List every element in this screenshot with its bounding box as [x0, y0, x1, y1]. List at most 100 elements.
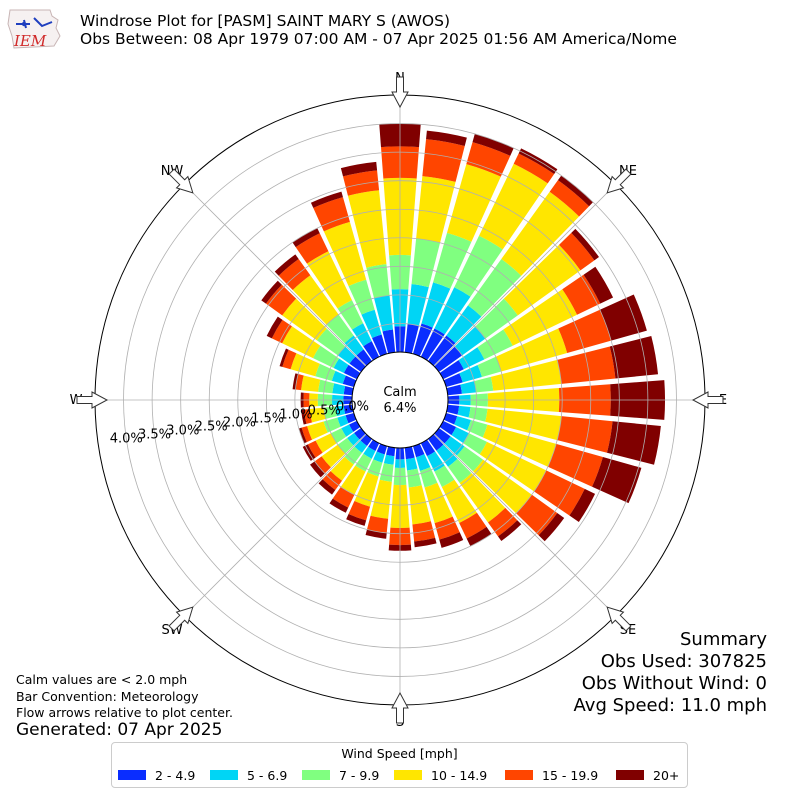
wind-bar-segment: [416, 454, 431, 471]
wind-bar-segment: [427, 451, 445, 472]
wind-bar-segment: [344, 335, 364, 356]
wind-bar-segment: [278, 258, 311, 291]
wind-bar-segment: [292, 373, 299, 390]
wind-bar-segment: [261, 280, 282, 304]
wind-bar-segment: [282, 298, 327, 341]
wind-bar-segment: [488, 507, 518, 537]
wind-bar-segment: [534, 470, 585, 516]
wind-bar-segment: [482, 424, 557, 467]
wind-bar-segment: [490, 359, 562, 391]
grid-spoke: [433, 433, 616, 616]
wind-bar-segment: [457, 405, 471, 418]
flow-arrow: [391, 691, 409, 724]
wind-bar-segment: [569, 488, 596, 522]
wind-bar-segment: [303, 409, 312, 424]
wind-bar-segment: [459, 364, 482, 383]
wind-bar-segment: [458, 347, 485, 370]
wind-bar-segment: [412, 443, 425, 458]
legend-title: Wind Speed [mph]: [341, 746, 458, 761]
wind-bar-segment: [340, 465, 366, 495]
wind-bar-segment: [337, 415, 349, 427]
wind-bar-segment: [329, 498, 349, 513]
wind-bar-segment: [448, 458, 472, 484]
legend-label: 2 - 4.9: [155, 767, 196, 783]
wind-bar-segment: [349, 420, 361, 432]
wind-bar-segment: [383, 454, 395, 465]
wind-bar-segment: [441, 479, 477, 524]
wind-bar-segment: [557, 346, 616, 384]
iem-logo: IEM: [7, 9, 61, 50]
wind-bar-segment: [373, 451, 385, 463]
wind-bar-segment: [495, 328, 568, 372]
legend-swatch: [210, 770, 238, 780]
wind-bar-segment: [557, 175, 594, 207]
wind-bar-segment: [295, 233, 329, 264]
wind-bar-segment: [367, 459, 383, 477]
wind-bar-segment: [313, 197, 350, 232]
wind-bar-segment: [416, 176, 456, 243]
wind-bar-segment: [337, 300, 364, 330]
wind-bar-segment: [407, 284, 429, 326]
grid-spoke: [184, 184, 367, 367]
wind-bar-segment: [405, 457, 418, 471]
wind-bar-segment: [333, 358, 349, 373]
summary-obs-used: Obs Used: 307825: [600, 651, 767, 672]
calm-note: Calm values are < 2.0 mph: [16, 672, 188, 687]
wind-bar-segment: [439, 360, 464, 380]
wind-bar-segment: [346, 514, 367, 526]
wind-bar-segment: [454, 235, 503, 297]
flow-note: Flow arrows relative to plot center.: [16, 705, 233, 720]
wind-bar-segment: [282, 326, 321, 359]
wind-bar-segment: [323, 221, 367, 286]
wind-bar-segment: [352, 323, 372, 347]
wind-bar-segment: [443, 373, 463, 388]
flow-arrow: [76, 391, 109, 409]
wind-bar-segment: [562, 274, 601, 315]
wind-bar-segment: [451, 427, 469, 444]
grid-spoke: [184, 433, 367, 616]
wind-bar-segment: [474, 376, 494, 393]
wind-bar-segment: [315, 433, 337, 453]
wind-bar-segment: [282, 349, 297, 370]
wind-bar-segment: [549, 180, 590, 217]
wind-bar-segment: [298, 427, 307, 444]
wind-bar-segment: [426, 130, 467, 146]
wind-bar-segment: [365, 529, 387, 539]
wind-bar-segment: [473, 459, 532, 514]
wind-bar-segment: [314, 456, 331, 474]
wind-bar-segment: [379, 463, 394, 482]
summary-avg-speed: Avg Speed: 11.0 mph: [573, 695, 767, 716]
wind-bar-segment: [498, 520, 522, 542]
wind-bar-segment: [456, 446, 484, 472]
wind-bar-segment: [354, 440, 367, 453]
wind-bar-segment: [446, 305, 482, 344]
wind-bar-segment: [340, 161, 378, 177]
wind-bar-segment: [412, 323, 433, 357]
legend-item: 5 - 6.9: [210, 767, 287, 783]
wind-bar-segment: [420, 328, 445, 361]
legend-item: 20+: [616, 767, 679, 783]
wind-bar-segment: [290, 353, 320, 377]
wind-bar-segment: [459, 512, 487, 539]
wind-bar-segment: [503, 289, 578, 346]
wind-bar-segment: [343, 404, 354, 414]
wind-bar-segment: [361, 309, 382, 339]
wind-bar-segment: [355, 453, 372, 472]
wind-bar-segment: [592, 457, 642, 504]
wind-bar-segment: [347, 190, 387, 268]
legend-label: 20+: [653, 767, 680, 783]
wind-bar-segment: [503, 244, 581, 316]
wind-bar-segment: [547, 443, 603, 487]
radial-tick-label: 4.0%: [110, 431, 143, 446]
wind-bar-segment: [468, 407, 488, 422]
wind-bar-segment: [332, 383, 346, 395]
legend-item: 7 - 9.9: [302, 767, 379, 783]
wind-bar-segment: [404, 323, 419, 354]
wind-bar-segment: [279, 348, 289, 367]
wind-bar-segment: [343, 170, 380, 196]
wind-bar-segment: [599, 294, 647, 341]
wind-bar-segment: [386, 446, 396, 457]
wind-bar-segment: [428, 434, 444, 451]
wind-bar-segment: [434, 465, 455, 487]
wind-bar-segment: [468, 258, 522, 317]
